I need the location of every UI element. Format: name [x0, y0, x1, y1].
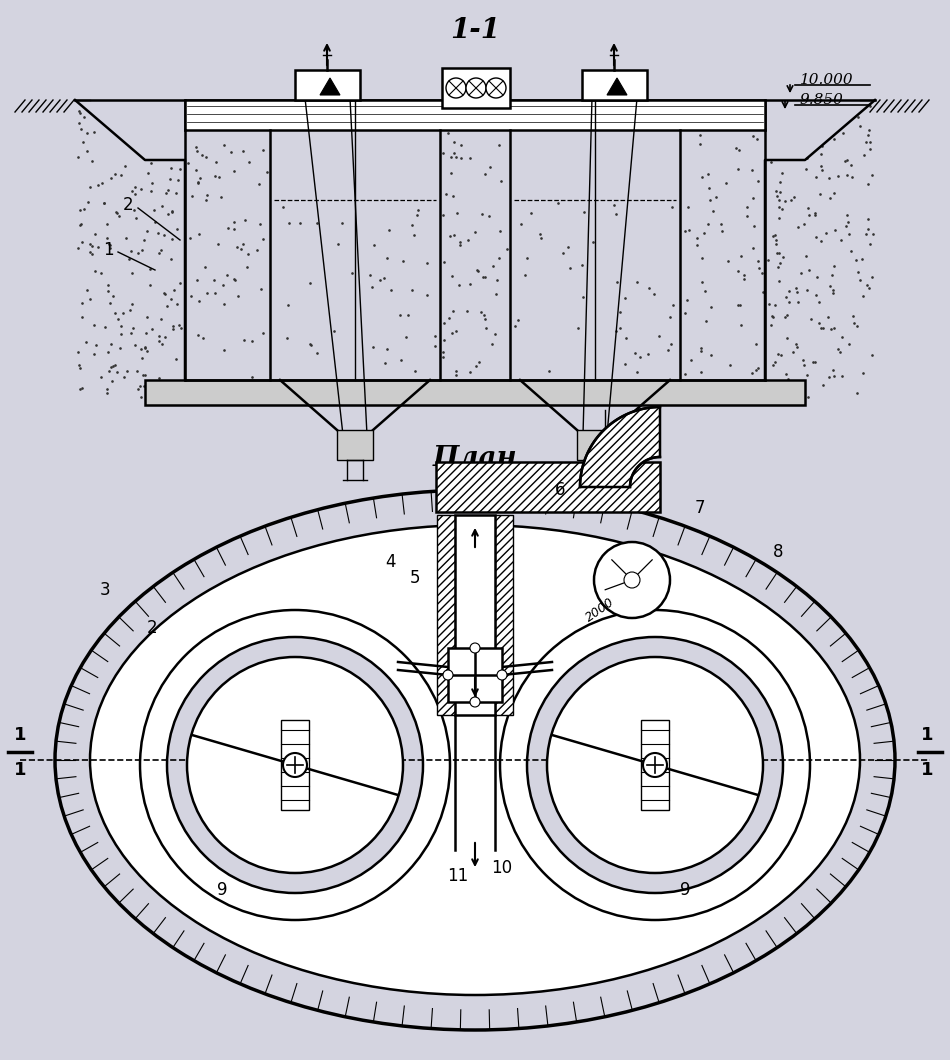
Text: 10.000: 10.000 [800, 73, 854, 87]
Text: 9: 9 [217, 881, 227, 899]
Circle shape [470, 697, 480, 707]
Bar [455, 515, 495, 716]
Circle shape [187, 657, 403, 873]
Text: 9: 9 [680, 881, 691, 899]
Text: 1-1: 1-1 [450, 17, 500, 43]
Bar [582, 70, 647, 100]
Text: 2000: 2000 [583, 596, 617, 624]
Text: 3: 3 [100, 581, 110, 599]
Text: 4: 4 [385, 553, 395, 571]
Circle shape [500, 610, 810, 920]
Bar [145, 379, 805, 405]
Text: 11: 11 [447, 867, 468, 885]
Polygon shape [580, 407, 660, 487]
Text: 1: 1 [13, 726, 27, 744]
Bar [641, 720, 669, 810]
Circle shape [497, 670, 507, 681]
Bar [337, 430, 373, 460]
Circle shape [283, 753, 307, 777]
Bar [577, 430, 613, 460]
Bar [295, 70, 360, 100]
Text: План: План [432, 444, 518, 472]
Bar [436, 462, 660, 512]
Circle shape [594, 542, 670, 618]
Polygon shape [607, 78, 627, 95]
Text: 1: 1 [103, 241, 113, 259]
Text: 1: 1 [13, 761, 27, 779]
Text: 10: 10 [491, 859, 513, 877]
Text: 2: 2 [146, 619, 158, 637]
Text: 5: 5 [409, 569, 420, 587]
Ellipse shape [90, 525, 860, 995]
Circle shape [466, 78, 486, 98]
Ellipse shape [55, 490, 895, 1030]
Bar [442, 68, 510, 108]
Circle shape [470, 643, 480, 653]
Text: 6: 6 [555, 481, 565, 499]
Circle shape [643, 753, 667, 777]
Text: 1: 1 [921, 726, 933, 744]
Text: 2: 2 [123, 196, 133, 214]
Bar [437, 515, 455, 716]
Circle shape [167, 637, 423, 893]
Bar [185, 100, 765, 130]
Bar [448, 648, 502, 702]
Bar [281, 720, 309, 810]
Circle shape [547, 657, 763, 873]
Circle shape [597, 450, 613, 466]
Polygon shape [320, 78, 340, 95]
Circle shape [446, 78, 466, 98]
Circle shape [443, 670, 453, 681]
Text: 7: 7 [694, 499, 705, 517]
Circle shape [486, 78, 506, 98]
Text: 1: 1 [921, 761, 933, 779]
Circle shape [624, 572, 640, 588]
Bar [495, 515, 513, 716]
Circle shape [527, 637, 783, 893]
Text: 9.850: 9.850 [800, 93, 844, 107]
Text: 8: 8 [772, 543, 783, 561]
Circle shape [140, 610, 450, 920]
